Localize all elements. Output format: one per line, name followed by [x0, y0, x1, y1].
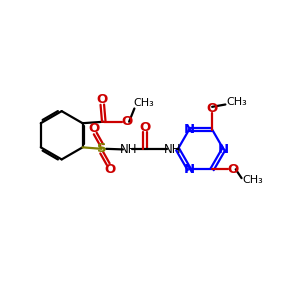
Text: CH₃: CH₃	[242, 176, 263, 185]
Text: NH: NH	[164, 143, 181, 156]
Text: N: N	[218, 143, 229, 156]
Text: S: S	[97, 142, 106, 155]
Text: NH: NH	[119, 143, 137, 156]
Text: O: O	[104, 163, 115, 176]
Text: N: N	[184, 163, 195, 176]
Text: O: O	[140, 121, 151, 134]
Text: O: O	[88, 122, 99, 135]
Text: O: O	[227, 163, 239, 176]
Text: N: N	[184, 123, 195, 136]
Text: CH₃: CH₃	[134, 98, 154, 108]
Text: O: O	[206, 102, 218, 115]
Text: O: O	[97, 93, 108, 106]
Text: CH₃: CH₃	[226, 97, 247, 106]
Text: O: O	[121, 115, 132, 128]
